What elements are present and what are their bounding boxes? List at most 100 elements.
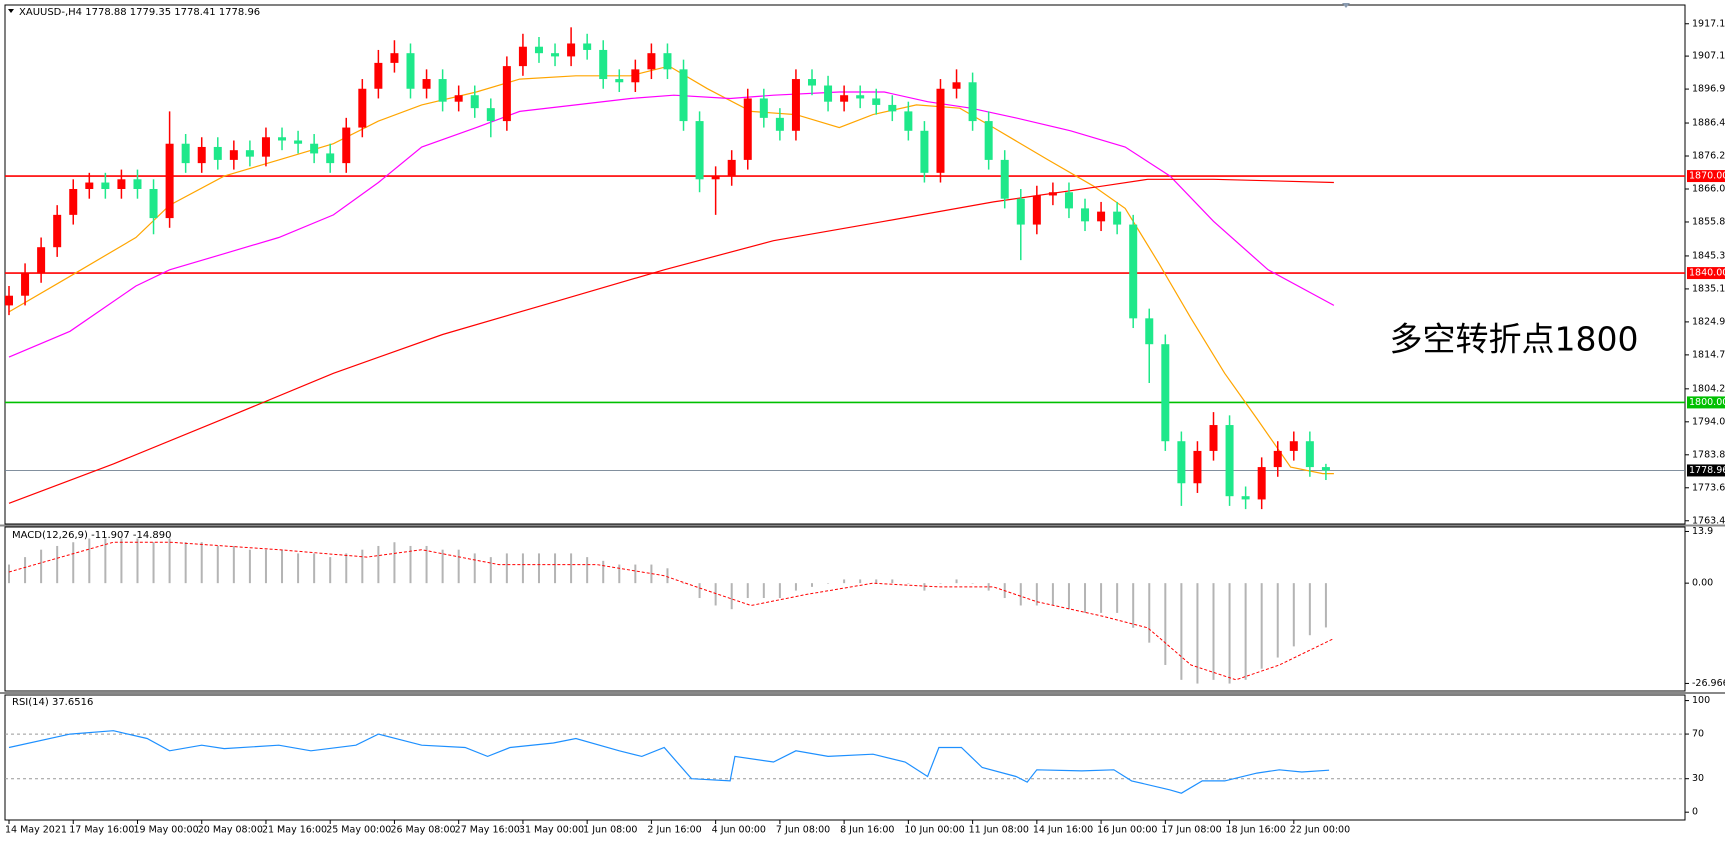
macd-bar (40, 549, 43, 584)
y-tick-label: 1763.40 (1692, 515, 1725, 526)
macd-bar (682, 583, 685, 584)
candle-body (1321, 467, 1330, 471)
moving-average (8, 178, 1334, 504)
macd-bar (939, 583, 942, 584)
macd-bar (281, 549, 284, 584)
candle-body (1241, 496, 1250, 500)
candle-body (1193, 450, 1202, 484)
candle-body (518, 46, 527, 67)
candle-body (984, 121, 993, 160)
macd-bar (907, 583, 910, 584)
y-tick-label: 1824.90 (1692, 316, 1725, 327)
y-tick-label: 1917.10 (1692, 18, 1725, 29)
candle-body (422, 79, 431, 89)
macd-bar (232, 545, 235, 584)
x-tick-label: 20 May 08:00 (198, 825, 263, 836)
macd-bar (875, 579, 878, 584)
candle-body (952, 82, 961, 89)
candle-body (197, 146, 206, 164)
shift-marker (1342, 3, 1350, 8)
candle-body (727, 159, 736, 177)
candle-body (1081, 208, 1090, 222)
macd-bar (1260, 583, 1263, 669)
macd-bar (1276, 583, 1279, 658)
candle-body (470, 95, 479, 109)
rsi-panel (4, 694, 1686, 821)
candle-body (406, 53, 415, 89)
macd-bar (1148, 583, 1151, 643)
macd-bar (56, 545, 59, 584)
macd-bar (891, 579, 894, 584)
macd-bar (329, 557, 332, 584)
candle-body (1177, 441, 1186, 484)
level-label: 1840.00 (1689, 268, 1725, 279)
candle-body (856, 95, 865, 99)
candle-body (888, 104, 897, 112)
candle-body (278, 137, 287, 141)
candle-body (133, 179, 142, 189)
candle-body (1000, 159, 1009, 199)
macd-bar (1067, 583, 1070, 610)
macd-bar (521, 553, 524, 584)
x-tick-label: 17 Jun 08:00 (1161, 825, 1221, 836)
level-label-box (1687, 170, 1725, 183)
candle-body (1016, 198, 1025, 225)
macd-bar (698, 583, 701, 599)
candle-body (245, 150, 254, 157)
candle-body (743, 98, 752, 160)
candle-body (117, 179, 126, 189)
x-tick-label: 14 Jun 16:00 (1033, 825, 1093, 836)
candle-body (679, 69, 688, 122)
candle-body (310, 143, 319, 154)
level-label: 1800.00 (1689, 397, 1725, 408)
macd-bar (441, 549, 444, 584)
x-tick-label: 22 Jun 00:00 (1290, 825, 1350, 836)
macd-signal (8, 541, 1335, 681)
candle-body (181, 143, 190, 164)
candle-body (69, 188, 78, 215)
macd-bar (554, 553, 557, 584)
y-tick-label: 1794.00 (1692, 416, 1725, 427)
macd-bar (650, 564, 653, 584)
macd-bar (923, 583, 926, 591)
candle-body (342, 127, 351, 164)
macd-bar (1019, 583, 1022, 606)
candle-body (791, 79, 800, 131)
candle-body (808, 79, 816, 86)
macd-label: MACD(12,26,9) -11.907 -14.890 (12, 530, 172, 541)
macd-bar (88, 538, 91, 584)
y-tick-label: 100 (1692, 695, 1710, 706)
candle-body (615, 79, 624, 83)
candle-body (534, 46, 543, 54)
macd-bar (1212, 583, 1215, 680)
menu-arrow[interactable] (8, 9, 14, 13)
x-tick-label: 11 Jun 08:00 (969, 825, 1029, 836)
macd-bar (264, 549, 267, 584)
y-tick-label: 1814.70 (1692, 349, 1725, 360)
macd-bar (618, 564, 621, 584)
macd-bar (24, 557, 27, 584)
candle-body (85, 182, 94, 189)
macd-bar (955, 579, 958, 584)
x-tick-label: 10 Jun 00:00 (904, 825, 964, 836)
macd-bar (666, 568, 669, 584)
candle-body (294, 140, 303, 144)
macd-bar (184, 542, 187, 584)
candle-body (840, 95, 849, 102)
x-tick-label: 18 Jun 16:00 (1226, 825, 1286, 836)
y-tick-label: 1773.60 (1692, 482, 1725, 493)
macd-bar (216, 545, 219, 584)
macd-bar (8, 564, 10, 584)
candle-body (968, 82, 977, 122)
candle-body (502, 66, 511, 122)
candle-body (567, 43, 576, 57)
candle-body (326, 153, 335, 164)
candle-body (53, 214, 62, 248)
macd-bar (361, 549, 364, 584)
macd-bar (1180, 583, 1183, 680)
x-tick-label: 19 May 00:00 (133, 825, 198, 836)
macd-bar (570, 553, 573, 584)
x-tick-label: 16 Jun 00:00 (1097, 825, 1157, 836)
